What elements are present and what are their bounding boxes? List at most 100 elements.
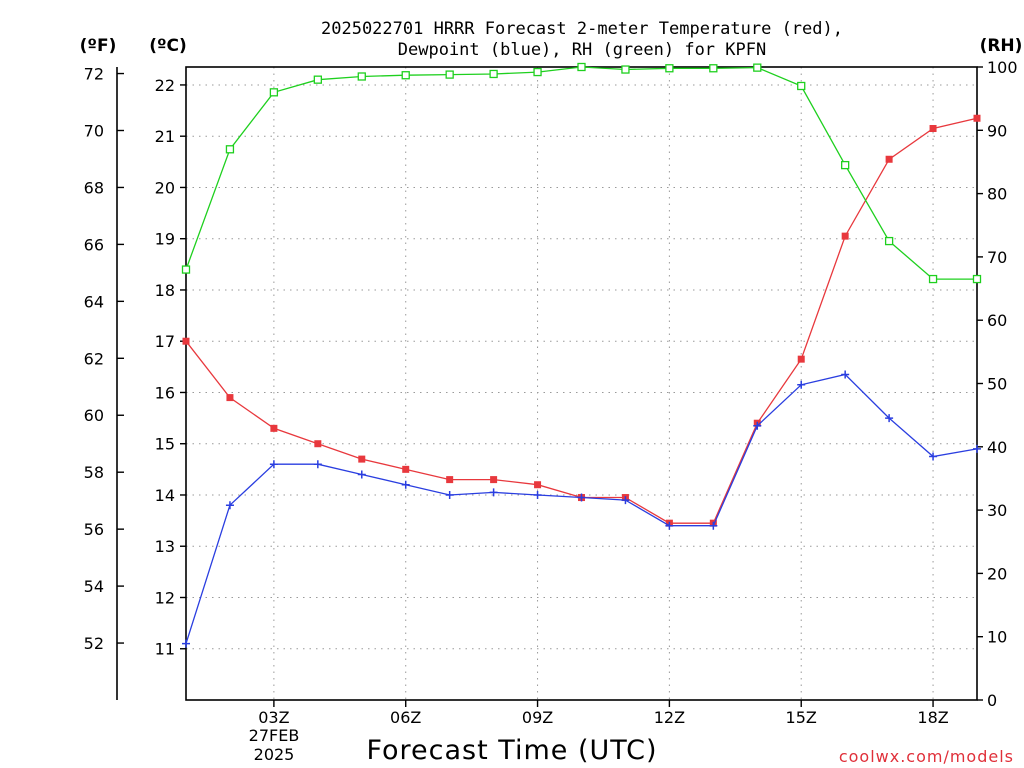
rh-tick-label: 80 xyxy=(987,185,1007,204)
data-series xyxy=(181,62,982,648)
fahrenheit-tick-label: 52 xyxy=(84,634,104,653)
rh-tick-label: 0 xyxy=(987,691,997,710)
rh-point xyxy=(401,71,410,80)
temperature-point xyxy=(885,155,893,163)
dewpoint-point xyxy=(973,444,981,453)
rh-point xyxy=(577,62,586,72)
dewpoint-point xyxy=(797,380,806,389)
rh-point xyxy=(665,64,674,73)
celsius-tick-label: 17 xyxy=(155,332,175,351)
rh-point xyxy=(972,274,982,284)
celsius-tick-label: 19 xyxy=(155,230,175,249)
fahrenheit-tick-label: 68 xyxy=(84,178,104,197)
rh-tick-label: 100 xyxy=(987,58,1018,77)
chart-title-line-2: Dewpoint (blue), RH (green) for KPFN xyxy=(398,40,766,60)
rh-point xyxy=(489,69,498,79)
temperature-point xyxy=(182,337,190,345)
dewpoint-point xyxy=(533,490,542,499)
temperature-point xyxy=(402,465,410,473)
chart-title-line-1: 2025022701 HRRR Forecast 2-meter Tempera… xyxy=(321,19,843,39)
x-tick-label: 12Z xyxy=(654,708,685,727)
fahrenheit-tick-label: 64 xyxy=(84,292,104,311)
celsius-tick-label: 16 xyxy=(155,383,175,402)
x-tick-label: 06Z xyxy=(390,708,421,727)
x-date-label-day: 27FEB xyxy=(249,726,300,745)
rh-point xyxy=(753,63,762,72)
rh-point xyxy=(445,70,454,79)
dewpoint-point xyxy=(489,488,498,497)
celsius-axis-label: (ºC) xyxy=(149,36,187,56)
dewpoint-point xyxy=(709,521,718,530)
dewpoint-point xyxy=(269,460,278,469)
dewpoint-point xyxy=(885,414,894,423)
fahrenheit-tick-label: 60 xyxy=(84,406,104,425)
dewpoint-point xyxy=(665,521,674,530)
dewpoint-point xyxy=(445,490,454,499)
celsius-tick-label: 12 xyxy=(155,588,175,607)
x-tick-label: 18Z xyxy=(917,708,948,727)
rh-tick-label: 30 xyxy=(987,501,1007,520)
celsius-tick-label: 18 xyxy=(155,281,175,300)
rh-point xyxy=(841,160,850,170)
credit-text: coolwx.com/models xyxy=(839,747,1014,766)
dewpoint-point xyxy=(841,370,850,379)
rh-point xyxy=(928,274,938,284)
fahrenheit-tick-label: 56 xyxy=(84,520,104,539)
temperature-point xyxy=(534,481,542,489)
dewpoint-point xyxy=(621,496,630,505)
temperature-point xyxy=(446,476,454,484)
dewpoint-point xyxy=(929,452,938,461)
temperature-series-line xyxy=(185,117,978,524)
dewpoint-series-line xyxy=(185,373,978,644)
x-tick-label: 03Z xyxy=(258,708,289,727)
plot-frame xyxy=(185,66,978,701)
temperature-point xyxy=(358,455,366,463)
grid-lines xyxy=(186,67,977,700)
fahrenheit-tick-label: 70 xyxy=(84,121,104,140)
celsius-tick-label: 20 xyxy=(155,178,175,197)
x-axis-title: Forecast Time (UTC) xyxy=(366,735,657,766)
rh-point xyxy=(884,236,894,246)
rh-point xyxy=(269,88,279,97)
temperature-point xyxy=(490,476,498,484)
celsius-tick-label: 13 xyxy=(155,537,175,556)
rh-axis-label: (RH) xyxy=(980,36,1023,56)
temperature-point xyxy=(973,114,981,122)
rh-point xyxy=(313,75,322,84)
axes xyxy=(116,66,983,707)
temperature-point xyxy=(226,394,234,402)
celsius-tick-label: 21 xyxy=(155,127,175,146)
rh-tick-label: 10 xyxy=(987,628,1007,647)
fahrenheit-tick-label: 62 xyxy=(84,349,104,368)
rh-tick-label: 40 xyxy=(987,438,1007,457)
dewpoint-point xyxy=(313,460,322,469)
celsius-tick-label: 11 xyxy=(155,640,175,659)
dewpoint-point xyxy=(225,501,234,510)
dewpoint-point xyxy=(753,421,762,430)
temperature-point xyxy=(929,125,937,133)
rh-point xyxy=(181,265,191,274)
rh-point xyxy=(797,81,806,91)
dewpoint-point xyxy=(577,493,586,502)
x-tick-label: 09Z xyxy=(522,708,553,727)
rh-tick-label: 50 xyxy=(987,375,1007,394)
celsius-tick-label: 14 xyxy=(155,486,175,505)
tick-labels: 03Z 06Z 09Z 12Z 15Z 18Z 11 12 13 14 15 16 17 18 19 20 21… xyxy=(84,58,1018,727)
temperature-point xyxy=(314,440,322,448)
rh-tick-label: 20 xyxy=(987,564,1007,583)
fahrenheit-tick-label: 72 xyxy=(84,65,104,84)
rh-point xyxy=(709,64,718,73)
x-date-label-year: 2025 xyxy=(254,745,295,764)
temperature-point xyxy=(797,355,805,363)
fahrenheit-tick-label: 54 xyxy=(84,577,104,596)
dewpoint-point xyxy=(357,470,366,479)
rh-tick-label: 60 xyxy=(987,311,1007,330)
x-tick-label: 15Z xyxy=(786,708,817,727)
temperature-point xyxy=(841,232,849,240)
rh-point xyxy=(621,65,630,74)
rh-tick-label: 90 xyxy=(987,121,1007,140)
fahrenheit-axis-label: (ºF) xyxy=(80,36,117,56)
dewpoint-point xyxy=(182,639,190,648)
dewpoint-point xyxy=(401,480,410,489)
